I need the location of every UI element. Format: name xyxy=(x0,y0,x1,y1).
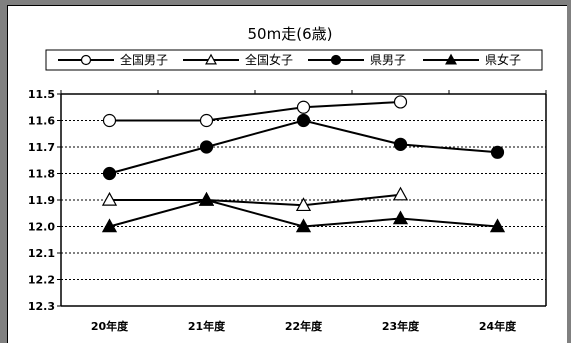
y-tick-label: 12.3 xyxy=(28,300,55,313)
legend-box xyxy=(45,49,543,71)
data-point xyxy=(198,191,215,206)
x-tick-label: 21年度 xyxy=(188,319,226,333)
legend-entry: 県女子 xyxy=(423,52,521,67)
legend-entry: 全国男子 xyxy=(58,52,168,67)
series-line xyxy=(109,100,401,122)
y-tick-label: 12.2 xyxy=(28,274,55,287)
y-tick-label: 12.1 xyxy=(28,247,55,260)
y-tick-label: 11.7 xyxy=(28,141,55,154)
x-tick-label: 23年度 xyxy=(382,319,420,333)
y-tick-label: 11.6 xyxy=(28,115,55,128)
chart-title: 50m走(6歳) xyxy=(248,25,333,43)
y-tick-label: 11.9 xyxy=(28,194,55,207)
data-point xyxy=(102,113,117,128)
data-point xyxy=(295,197,312,212)
data-point xyxy=(393,137,408,151)
data-point xyxy=(445,53,457,65)
data-point xyxy=(393,95,408,109)
legend: 全国男子 全国女子 県男子 県女子 xyxy=(45,49,543,71)
data-point xyxy=(205,53,217,65)
x-tick-label: 24年度 xyxy=(479,319,517,333)
data-point xyxy=(392,210,409,225)
data-point xyxy=(199,113,214,128)
data-point xyxy=(102,166,117,181)
data-point xyxy=(490,145,505,159)
legend-label: 県男子 xyxy=(370,53,406,67)
data-point xyxy=(80,54,92,66)
y-tick-label: 11.5 xyxy=(28,88,55,101)
series-1 xyxy=(102,95,408,128)
x-tick-label: 20年度 xyxy=(91,319,129,333)
y-tick-label: 12.0 xyxy=(28,221,55,234)
x-tick-label: 22年度 xyxy=(285,319,323,333)
y-tick-label: 11.8 xyxy=(28,168,55,181)
data-point xyxy=(392,186,409,201)
chart-area: 50m走(6歳) 全国男子 全国女子 県男子 県女子 11.5 11.6 11.7 11.8… xyxy=(7,5,567,343)
series-line xyxy=(109,193,401,207)
series-line xyxy=(109,119,498,175)
data-point xyxy=(330,54,342,66)
axes: 11.5 11.6 11.7 11.8 11.9 12.0 12.1 12.2 12.3 20年度… xyxy=(28,88,547,333)
series-4 xyxy=(101,191,506,233)
legend-label: 全国男子 xyxy=(120,52,168,67)
line-chart: 50m走(6歳) 全国男子 全国女子 県男子 県女子 11.5 11.6 11.7 11.8… xyxy=(28,25,547,333)
series-3 xyxy=(102,113,505,181)
data-point xyxy=(296,113,311,128)
data-point xyxy=(295,218,312,233)
data-point xyxy=(489,218,506,233)
legend-label: 県女子 xyxy=(485,52,521,67)
legend-label: 全国女子 xyxy=(245,52,293,67)
series-group xyxy=(101,95,506,233)
series-2 xyxy=(101,186,409,212)
data-point xyxy=(199,140,214,154)
data-point xyxy=(101,218,118,233)
data-point xyxy=(296,100,311,114)
data-point xyxy=(101,191,118,206)
legend-entry: 県男子 xyxy=(308,53,406,67)
legend-entry: 全国女子 xyxy=(183,52,293,67)
